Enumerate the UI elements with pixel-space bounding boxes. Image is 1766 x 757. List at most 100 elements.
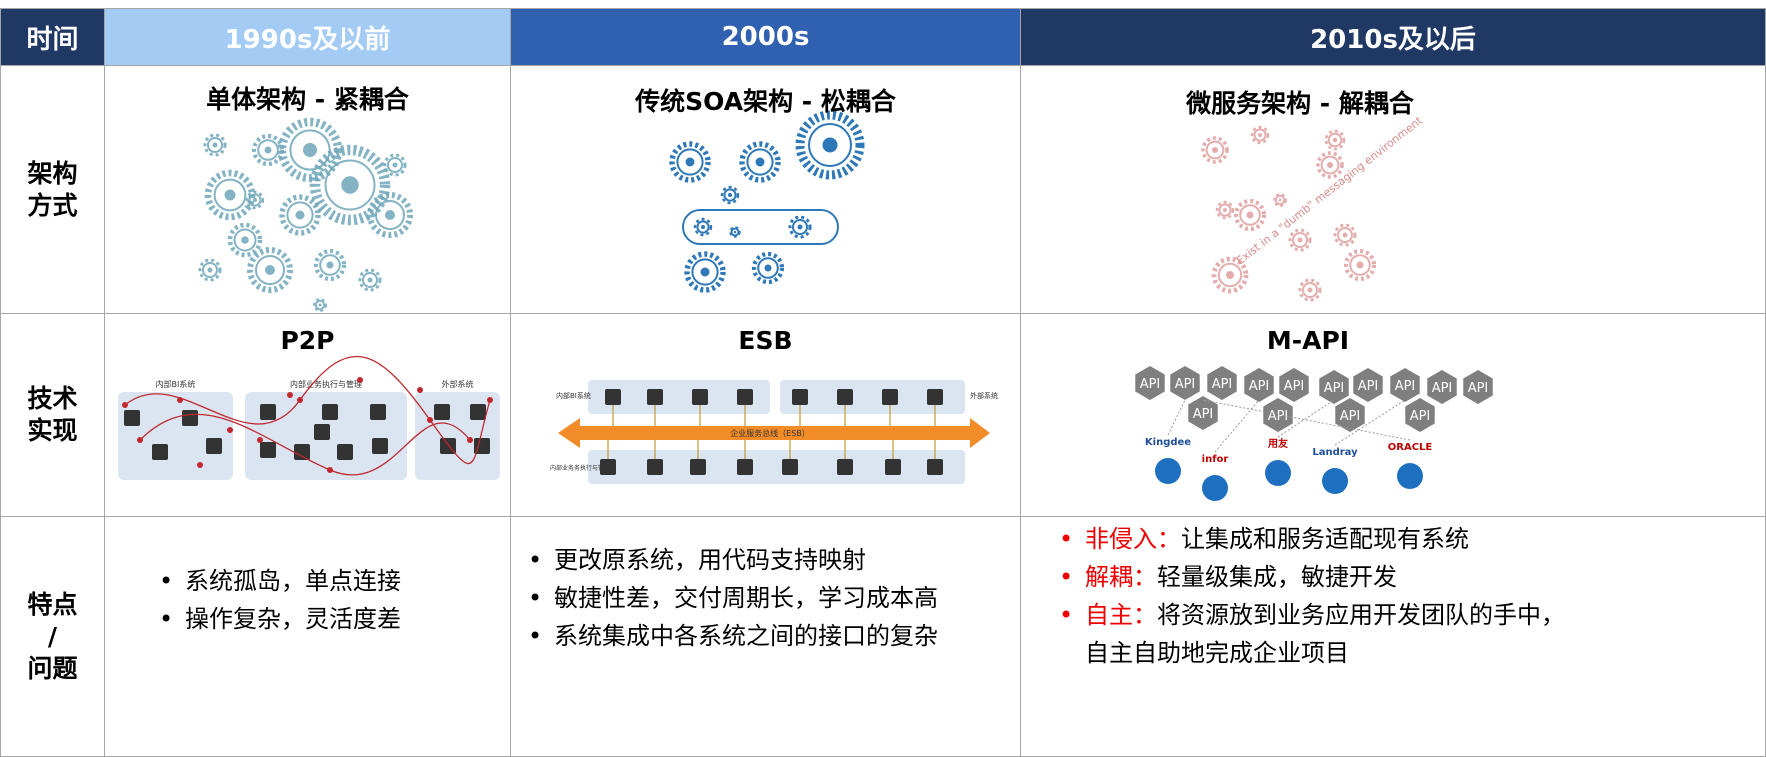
feature-item: 系统孤岛，单点连接 — [155, 562, 401, 600]
api-hex — [1319, 370, 1349, 404]
gear — [720, 185, 740, 205]
gear — [1215, 200, 1235, 220]
gear — [358, 268, 382, 292]
gear-hub — [1356, 261, 1364, 269]
feature-item: 敏捷性差，交付周期长，学习成本高 — [524, 579, 938, 617]
group-label: 内部业务务执行与管理 — [550, 464, 610, 472]
feature-item: 非侵入：让集成和服务适配现有系统 — [1055, 520, 1565, 558]
api-label: API — [1284, 379, 1305, 394]
gear-ring — [324, 159, 376, 211]
vendor-label: 用友 — [1267, 437, 1288, 450]
cell-title: 单体架构 - 紧耦合 — [206, 85, 409, 114]
gear-hub — [822, 137, 838, 153]
gear-ring — [248, 193, 262, 207]
gear-ring — [723, 188, 737, 202]
label-line: 技术 — [27, 384, 78, 413]
group-label: 外部系统 — [970, 391, 998, 400]
api-label: API — [1395, 379, 1416, 394]
gear-hub — [264, 146, 272, 154]
link-node — [287, 392, 293, 398]
link-node — [427, 417, 433, 423]
gear — [1298, 278, 1322, 302]
gear — [367, 192, 413, 238]
gear — [251, 133, 285, 167]
feature-item: 系统集成中各系统之间的接口的复杂 — [524, 617, 938, 655]
link-node — [137, 437, 143, 443]
gear-ring — [289, 129, 331, 171]
api-hex — [1427, 370, 1457, 404]
feature-list: 非侵入：让集成和服务适配现有系统 解耦：轻量级集成，敏捷开发 自主：将资源放到业… — [1055, 520, 1565, 672]
gear-hub — [303, 143, 317, 157]
group-label: 内部BI系统 — [556, 391, 591, 400]
gear-hub — [1342, 232, 1348, 238]
link-node — [227, 427, 233, 433]
group-label: 内部BI系统 — [156, 379, 196, 389]
icon — [600, 459, 616, 475]
feature-text: 轻量级集成，敏捷开发 — [1157, 563, 1397, 591]
gear — [684, 251, 726, 293]
gear-hub — [318, 303, 322, 307]
gear-ring — [1239, 204, 1261, 226]
gear-hub — [1223, 208, 1227, 212]
gear-ring — [730, 227, 740, 237]
api-hex — [1463, 370, 1493, 404]
system-group — [415, 392, 500, 480]
gear — [1288, 228, 1312, 252]
gear-hub — [728, 193, 732, 197]
gear — [1333, 223, 1357, 247]
header-cell: 时间 — [0, 8, 105, 66]
gear-ring — [314, 299, 326, 311]
icon — [314, 424, 330, 440]
gear-ring — [696, 220, 710, 234]
feature-item: 解耦：轻量级集成，敏捷开发 — [1055, 558, 1565, 596]
gear-ring — [387, 157, 403, 173]
cell-title: P2P — [280, 326, 335, 355]
gear-ring — [746, 148, 774, 176]
vendor-icon — [1322, 468, 1348, 494]
api-hex — [1405, 398, 1435, 432]
feature-item: 操作复杂，灵活度差 — [155, 600, 401, 638]
icon — [782, 459, 798, 475]
api-hex — [1353, 368, 1383, 402]
icon — [885, 459, 901, 475]
api-label: API — [1432, 381, 1453, 396]
gear-hub — [685, 157, 695, 167]
icon — [837, 459, 853, 475]
icon — [434, 404, 450, 420]
api-label: API — [1140, 377, 1161, 392]
gear-hub — [1297, 237, 1303, 243]
gear — [1201, 136, 1229, 164]
gear-ring — [213, 178, 247, 212]
gear-ring — [202, 262, 218, 278]
gear-hub — [1212, 147, 1218, 153]
icon — [474, 438, 490, 454]
icon — [372, 438, 388, 454]
gear-ring — [691, 258, 719, 286]
api-label: API — [1175, 377, 1196, 392]
gear-hub — [733, 230, 737, 234]
icon — [737, 459, 753, 475]
gear-hub — [253, 198, 257, 202]
api-hex — [1335, 398, 1365, 432]
gear-hub — [265, 265, 275, 275]
gear-ring — [757, 257, 779, 279]
gear-hub — [700, 267, 710, 277]
header-cell: 2010s及以后 — [1020, 8, 1766, 66]
gear-ring — [1205, 140, 1225, 160]
api-link — [1214, 399, 1260, 453]
icon — [322, 404, 338, 420]
feature-term: 自主： — [1085, 601, 1157, 629]
icon — [690, 459, 706, 475]
gear-ring — [207, 137, 223, 153]
label-line: 问题 — [27, 653, 78, 683]
vendor-label: Kingdee — [1145, 437, 1191, 448]
gear-ring — [676, 148, 704, 176]
gear-hub — [1307, 287, 1313, 293]
link-node — [197, 462, 203, 468]
icon — [927, 389, 943, 405]
icon — [647, 459, 663, 475]
gear-hub — [212, 142, 218, 148]
gear-hub — [295, 210, 305, 220]
